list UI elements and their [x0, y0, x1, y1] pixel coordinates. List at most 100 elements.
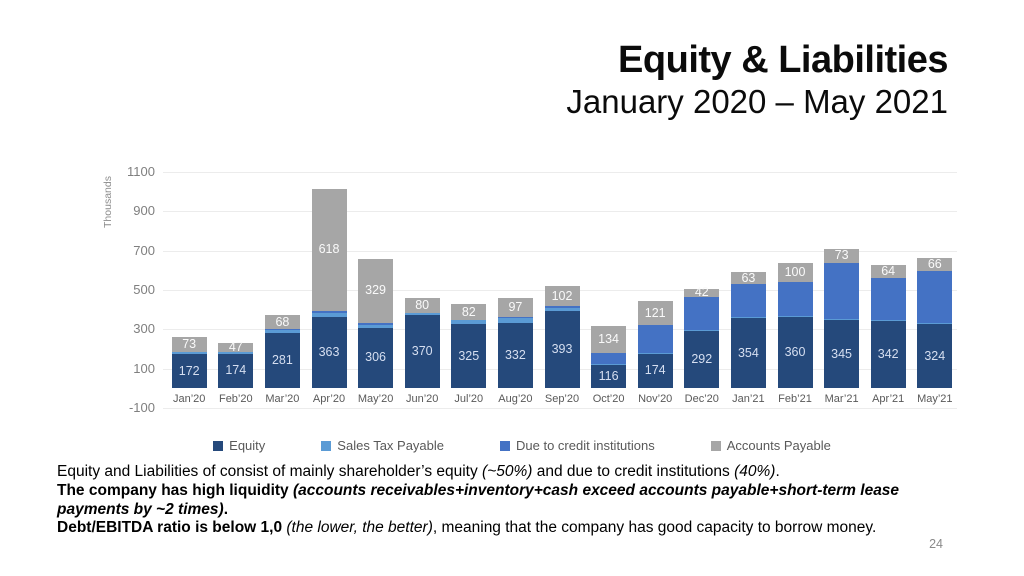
legend-label: Due to credit institutions [516, 438, 655, 453]
bar-segment: 102 [544, 286, 580, 307]
text-run: Equity and Liabilities of consist of mai… [57, 463, 483, 480]
bar-segment [311, 313, 347, 317]
bar-value-label: 80 [415, 297, 430, 312]
bar-segment [171, 351, 207, 355]
bar-segment: 325 [451, 324, 487, 388]
bar-segment: 281 [264, 332, 300, 388]
bar-segment: 134 [591, 326, 627, 353]
bar-value-label: 329 [365, 283, 387, 298]
bar-value-label: 325 [458, 348, 480, 363]
bar-segment [358, 323, 394, 325]
bar-segment: 73 [171, 337, 207, 352]
bar-segment: 80 [404, 297, 440, 314]
legend-item: Equity [213, 438, 265, 453]
bar-group: 47 174 [218, 340, 254, 388]
chart-legend: Equity Sales Tax Payable Due to credit ins… [92, 438, 952, 453]
bar-segment [824, 263, 860, 320]
bar-segment [870, 319, 906, 321]
bar-group: 121 174 [637, 301, 673, 388]
bar-segment: 360 [777, 317, 813, 388]
y-tick-label: 700 [133, 242, 155, 258]
bar-group: 102 393 [544, 286, 580, 388]
page-number: 24 [929, 537, 943, 551]
bar-segment [358, 324, 394, 328]
bar-segment: 324 [917, 324, 953, 388]
bar-value-label: 370 [411, 344, 433, 359]
bar-segment: 370 [404, 315, 440, 388]
bar-segment: 121 [637, 301, 673, 325]
bar-group: 42 292 [684, 285, 720, 388]
y-tick-label: 900 [133, 203, 155, 219]
bar-segment: 342 [870, 320, 906, 388]
bar-segment [730, 317, 766, 319]
y-tick-label: -100 [128, 400, 155, 415]
bar-segment: 332 [497, 322, 533, 388]
x-tick-label: Nov’20 [638, 393, 673, 405]
bar-segment: 42 [684, 285, 720, 300]
text-run: The company has high liquidity [57, 481, 293, 499]
legend-swatch-icon [500, 440, 511, 451]
x-tick-label: Apr’21 [872, 393, 905, 405]
bar-segment [824, 319, 860, 321]
bar-value-label: 64 [881, 264, 896, 279]
bar-group: 73 172 [171, 337, 207, 388]
text-run: (40%) [734, 463, 776, 480]
gridline [163, 408, 957, 409]
bar-segment: 329 [358, 258, 394, 324]
bar-value-label: 342 [877, 346, 899, 361]
bar-segment [637, 352, 673, 354]
slide-title: Equity & Liabilities [618, 39, 948, 81]
bar-segment [264, 329, 300, 333]
bar-segment [544, 307, 580, 311]
bar-value-label: 102 [551, 288, 573, 303]
bar-segment [497, 317, 533, 319]
x-tick-label: Sep’20 [544, 393, 580, 405]
gridline [163, 172, 957, 173]
text-run: Debt/EBITDA ratio is below 1,0 [57, 519, 287, 537]
bar-segment: 345 [824, 320, 860, 388]
bar-value-label: 73 [182, 337, 197, 352]
bar-group: 82 325 [451, 304, 487, 388]
bar-segment: 116 [591, 365, 627, 388]
text-run: (the lower, the better) [286, 519, 433, 537]
bar-group: 64 342 [870, 264, 906, 388]
bar-segment: 174 [218, 353, 254, 388]
bar-value-label: 121 [644, 305, 666, 320]
legend-label: Equity [229, 438, 266, 453]
bar-segment: 363 [311, 316, 347, 388]
bar-group: 329 306 [358, 258, 394, 388]
gridline [163, 211, 957, 213]
x-tick-label: Dec’20 [684, 393, 719, 405]
bar-value-label: 354 [737, 345, 759, 360]
legend-swatch-icon [213, 440, 224, 451]
bar-value-label: 47 [228, 340, 243, 355]
bar-group: 63 354 [730, 271, 766, 388]
bar-value-label: 363 [318, 344, 340, 359]
bar-group: 618 363 [311, 189, 347, 388]
bar-segment [404, 313, 440, 316]
footer-paragraph: Debt/EBITDA ratio is below 1,0 (the lowe… [57, 519, 950, 538]
bar-value-label: 66 [927, 257, 942, 272]
bar-segment [591, 352, 627, 365]
bar-segment: 64 [870, 264, 906, 279]
bar-segment: 47 [218, 340, 254, 355]
bar-segment [497, 318, 533, 323]
bar-segment: 172 [171, 354, 207, 388]
bar-value-label: 42 [694, 285, 709, 300]
text-run: , meaning that the company has good capa… [432, 519, 877, 537]
legend-label: Sales Tax Payable [337, 438, 445, 453]
footer-paragraph: The company has high liquidity (accounts… [57, 482, 950, 520]
bar-segment [218, 352, 254, 354]
x-tick-label: May’20 [357, 393, 394, 405]
bar-segment: 82 [451, 304, 487, 321]
bar-value-label: 332 [504, 347, 526, 362]
bar-value-label: 360 [784, 345, 806, 360]
bar-segment: 73 [824, 248, 860, 264]
slide-subtitle: January 2020 – May 2021 [566, 83, 948, 120]
bar-segment [917, 271, 953, 324]
bar-segment [917, 323, 953, 325]
legend-item: Accounts Payable [710, 438, 831, 453]
bar-value-label: 393 [551, 341, 573, 356]
bar-segment [777, 316, 813, 318]
